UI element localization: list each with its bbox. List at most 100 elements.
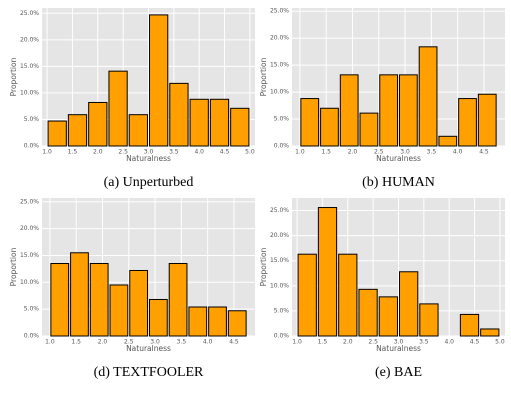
x-tick-label: 1.5: [68, 149, 78, 156]
y-tick-label: 20.0%: [20, 36, 39, 43]
y-tick-label: 0.0%: [24, 143, 40, 150]
caption: (b) HUMAN: [362, 175, 435, 190]
y-tick-label: 5.0%: [274, 307, 290, 314]
bar: [208, 306, 227, 337]
bar: [108, 70, 128, 147]
x-tick-label: 1.0: [42, 149, 52, 156]
bar: [230, 107, 250, 147]
bar: [339, 74, 359, 147]
bar: [398, 74, 418, 147]
bar: [88, 101, 108, 147]
x-tick-label: 3.5: [169, 149, 179, 156]
y-tick-label: 25.0%: [270, 8, 289, 15]
x-tick-label: 2.0: [348, 149, 358, 156]
bar: [70, 252, 89, 337]
x-tick-label: 1.5: [318, 339, 328, 346]
x-tick-label: 1.5: [321, 149, 331, 156]
y-tick-label: 0.0%: [274, 143, 290, 150]
y-tick-label: 15.0%: [20, 252, 39, 259]
bar: [338, 253, 358, 337]
y-axis-label: Proportion: [9, 247, 18, 286]
bar: [50, 263, 70, 337]
x-tick-label: 5.0: [245, 149, 255, 156]
bar: [148, 298, 168, 337]
bar: [169, 82, 189, 147]
x-tick-label: 2.0: [343, 339, 353, 346]
x-axis-label: Naturalness: [376, 154, 421, 163]
y-tick-label: 10.0%: [270, 282, 289, 289]
bar: [418, 46, 438, 147]
y-tick-label: 20.0%: [20, 225, 39, 232]
x-tick-label: 2.5: [374, 149, 384, 156]
x-tick-label: 4.5: [479, 149, 489, 156]
x-axis-label: Naturalness: [126, 154, 171, 163]
y-tick-label: 0.0%: [274, 333, 290, 340]
x-tick-label: 4.0: [203, 339, 213, 346]
x-tick-label: 2.5: [368, 339, 378, 346]
x-tick-label: 4.0: [194, 149, 204, 156]
y-axis-label: Proportion: [259, 57, 268, 96]
x-tick-label: 2.5: [124, 339, 134, 346]
x-tick-label: 2.5: [118, 149, 128, 156]
y-tick-label: 15.0%: [270, 62, 289, 69]
bar: [47, 120, 67, 147]
bar: [189, 98, 209, 147]
y-tick-label: 25.0%: [20, 198, 39, 205]
bar: [168, 263, 188, 337]
y-tick-label: 15.0%: [270, 257, 289, 264]
y-axis-label: Proportion: [9, 57, 18, 96]
x-tick-label: 2.0: [93, 149, 103, 156]
bar: [399, 271, 419, 337]
bar: [67, 114, 88, 147]
bar: [378, 296, 398, 337]
caption: (a) Unperturbed: [104, 175, 194, 190]
y-tick-label: 20.0%: [270, 35, 289, 42]
x-tick-label: 1.0: [292, 339, 302, 346]
bar: [358, 288, 378, 337]
bar: [297, 253, 317, 337]
x-tick-label: 1.5: [71, 339, 81, 346]
x-tick-label: 3.0: [144, 149, 154, 156]
bar: [109, 284, 129, 337]
caption: (d) TEXTFOOLER: [94, 365, 204, 380]
bar: [128, 114, 148, 147]
bar: [477, 93, 497, 147]
y-tick-label: 5.0%: [274, 116, 290, 123]
x-tick-label: 3.0: [150, 339, 160, 346]
x-tick-label: 3.5: [177, 339, 187, 346]
x-tick-label: 3.5: [427, 149, 437, 156]
bar: [438, 135, 458, 147]
x-tick-label: 4.5: [470, 339, 480, 346]
bar: [379, 74, 399, 147]
y-axis-label: Proportion: [259, 247, 268, 286]
caption: (e) BAE: [375, 365, 422, 380]
x-tick-label: 4.0: [453, 149, 463, 156]
bar: [459, 313, 480, 337]
y-tick-label: 15.0%: [20, 63, 39, 70]
x-tick-label: 3.0: [394, 339, 404, 346]
y-tick-label: 10.0%: [20, 279, 39, 286]
x-tick-label: 4.5: [229, 339, 239, 346]
y-tick-label: 20.0%: [270, 232, 289, 239]
bar: [419, 303, 439, 337]
bar: [227, 310, 247, 337]
bar: [129, 269, 149, 337]
y-tick-label: 25.0%: [20, 10, 39, 17]
y-tick-label: 0.0%: [24, 333, 40, 340]
x-tick-label: 2.0: [98, 339, 108, 346]
x-tick-label: 5.0: [495, 339, 505, 346]
x-axis-label: Naturalness: [126, 344, 171, 353]
x-tick-label: 1.0: [295, 149, 305, 156]
bar: [209, 98, 230, 147]
bar: [480, 328, 500, 337]
x-tick-label: 3.0: [400, 149, 410, 156]
y-tick-label: 10.0%: [270, 89, 289, 96]
y-tick-label: 5.0%: [24, 306, 40, 313]
bar: [359, 112, 379, 147]
x-tick-label: 4.5: [220, 149, 230, 156]
bar: [89, 263, 109, 337]
x-axis-label: Naturalness: [376, 344, 421, 353]
bar: [320, 107, 339, 147]
y-tick-label: 10.0%: [20, 89, 39, 96]
